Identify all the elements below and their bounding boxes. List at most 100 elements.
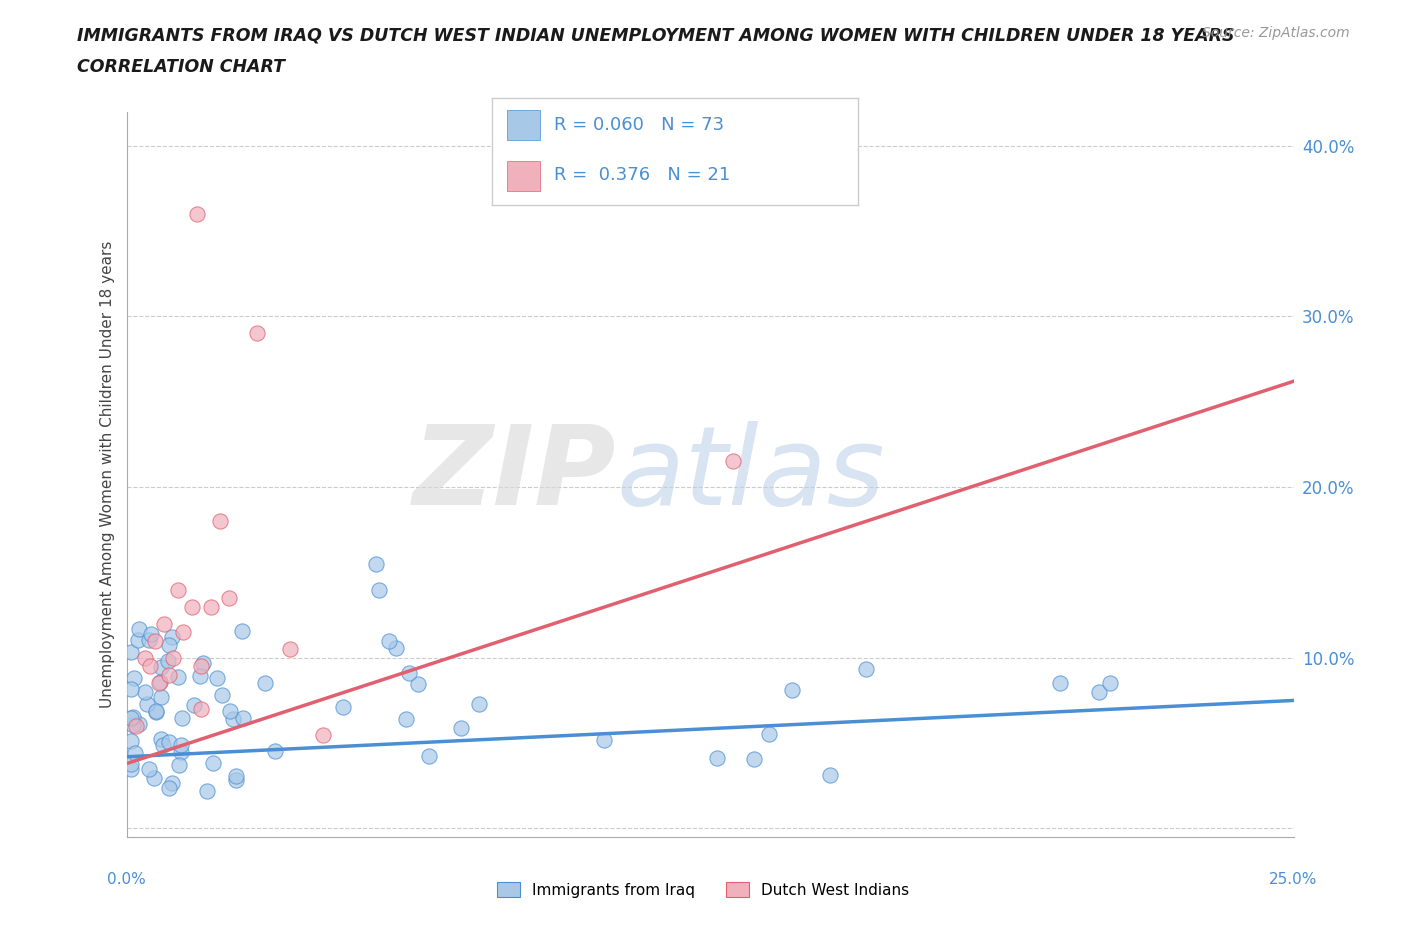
Point [190, 701, 212, 716]
Point [758, 726, 780, 741]
Legend: Immigrants from Iraq, Dutch West Indians: Immigrants from Iraq, Dutch West Indians [491, 875, 915, 904]
Point [378, 633, 401, 648]
Point [139, 627, 162, 642]
Point [180, 599, 202, 614]
Point [222, 712, 245, 727]
Point [186, 206, 208, 221]
Point [855, 661, 877, 676]
Point [152, 737, 174, 752]
Point [1087, 684, 1109, 699]
Point [246, 326, 269, 341]
Point [225, 769, 247, 784]
Text: 25.0%: 25.0% [1270, 871, 1317, 886]
Point [120, 644, 142, 659]
Point [156, 654, 179, 669]
Point [145, 704, 167, 719]
Point [706, 751, 728, 765]
Point [190, 658, 212, 673]
Point [1049, 676, 1071, 691]
Point [211, 687, 233, 702]
Point [172, 711, 194, 725]
Point [167, 758, 190, 773]
Point [157, 780, 180, 795]
Point [120, 711, 142, 726]
Point [395, 711, 418, 726]
Point [128, 716, 150, 731]
Point [122, 671, 145, 685]
Point [742, 751, 765, 766]
Point [311, 727, 333, 742]
Point [120, 756, 142, 771]
Point [143, 633, 166, 648]
Point [149, 675, 172, 690]
Point [450, 721, 472, 736]
Point [200, 599, 222, 614]
Point [160, 630, 183, 644]
Point [183, 698, 205, 712]
Point [145, 704, 167, 719]
Point [384, 641, 406, 656]
Point [172, 625, 194, 640]
Point [150, 732, 173, 747]
Point [167, 582, 190, 597]
Point [122, 718, 145, 733]
Point [264, 744, 287, 759]
Text: IMMIGRANTS FROM IRAQ VS DUTCH WEST INDIAN UNEMPLOYMENT AMONG WOMEN WITH CHILDREN: IMMIGRANTS FROM IRAQ VS DUTCH WEST INDIA… [77, 26, 1234, 44]
Text: atlas: atlas [617, 420, 886, 528]
Point [170, 745, 193, 760]
Point [157, 668, 180, 683]
Point [820, 768, 842, 783]
Point [127, 633, 149, 648]
Point [124, 745, 146, 760]
Point [418, 749, 440, 764]
Text: CORRELATION CHART: CORRELATION CHART [77, 58, 285, 75]
Point [468, 697, 491, 711]
Point [225, 773, 247, 788]
FancyBboxPatch shape [506, 111, 540, 140]
Point [120, 762, 142, 777]
Point [157, 637, 180, 652]
Point [406, 676, 429, 691]
Point [188, 669, 211, 684]
Point [134, 650, 156, 665]
Point [170, 737, 193, 752]
Point [231, 623, 253, 638]
Point [138, 632, 160, 647]
Point [120, 733, 142, 748]
Text: Source: ZipAtlas.com: Source: ZipAtlas.com [1202, 26, 1350, 40]
Point [136, 697, 159, 711]
Point [593, 733, 616, 748]
Text: R =  0.376   N = 21: R = 0.376 N = 21 [554, 166, 731, 184]
Point [205, 671, 228, 685]
Point [1098, 675, 1121, 690]
Point [232, 711, 254, 725]
FancyBboxPatch shape [506, 161, 540, 191]
Point [150, 689, 173, 704]
Point [157, 735, 180, 750]
Point [195, 783, 218, 798]
Point [125, 719, 148, 734]
Point [150, 659, 173, 674]
Point [219, 703, 242, 718]
Point [364, 556, 387, 571]
Point [208, 513, 231, 528]
Point [254, 675, 277, 690]
Text: R = 0.060   N = 73: R = 0.060 N = 73 [554, 116, 724, 134]
Text: 0.0%: 0.0% [107, 871, 146, 886]
Point [278, 642, 301, 657]
Point [162, 650, 184, 665]
Point [332, 699, 354, 714]
Point [398, 666, 420, 681]
Text: ZIP: ZIP [413, 420, 617, 528]
Point [153, 617, 176, 631]
Point [191, 655, 214, 670]
Point [139, 658, 162, 673]
Point [142, 771, 165, 786]
Point [134, 684, 156, 699]
Point [218, 591, 240, 605]
Point [160, 776, 183, 790]
Point [780, 683, 803, 698]
Point [128, 621, 150, 636]
Point [166, 670, 188, 684]
Point [148, 676, 170, 691]
